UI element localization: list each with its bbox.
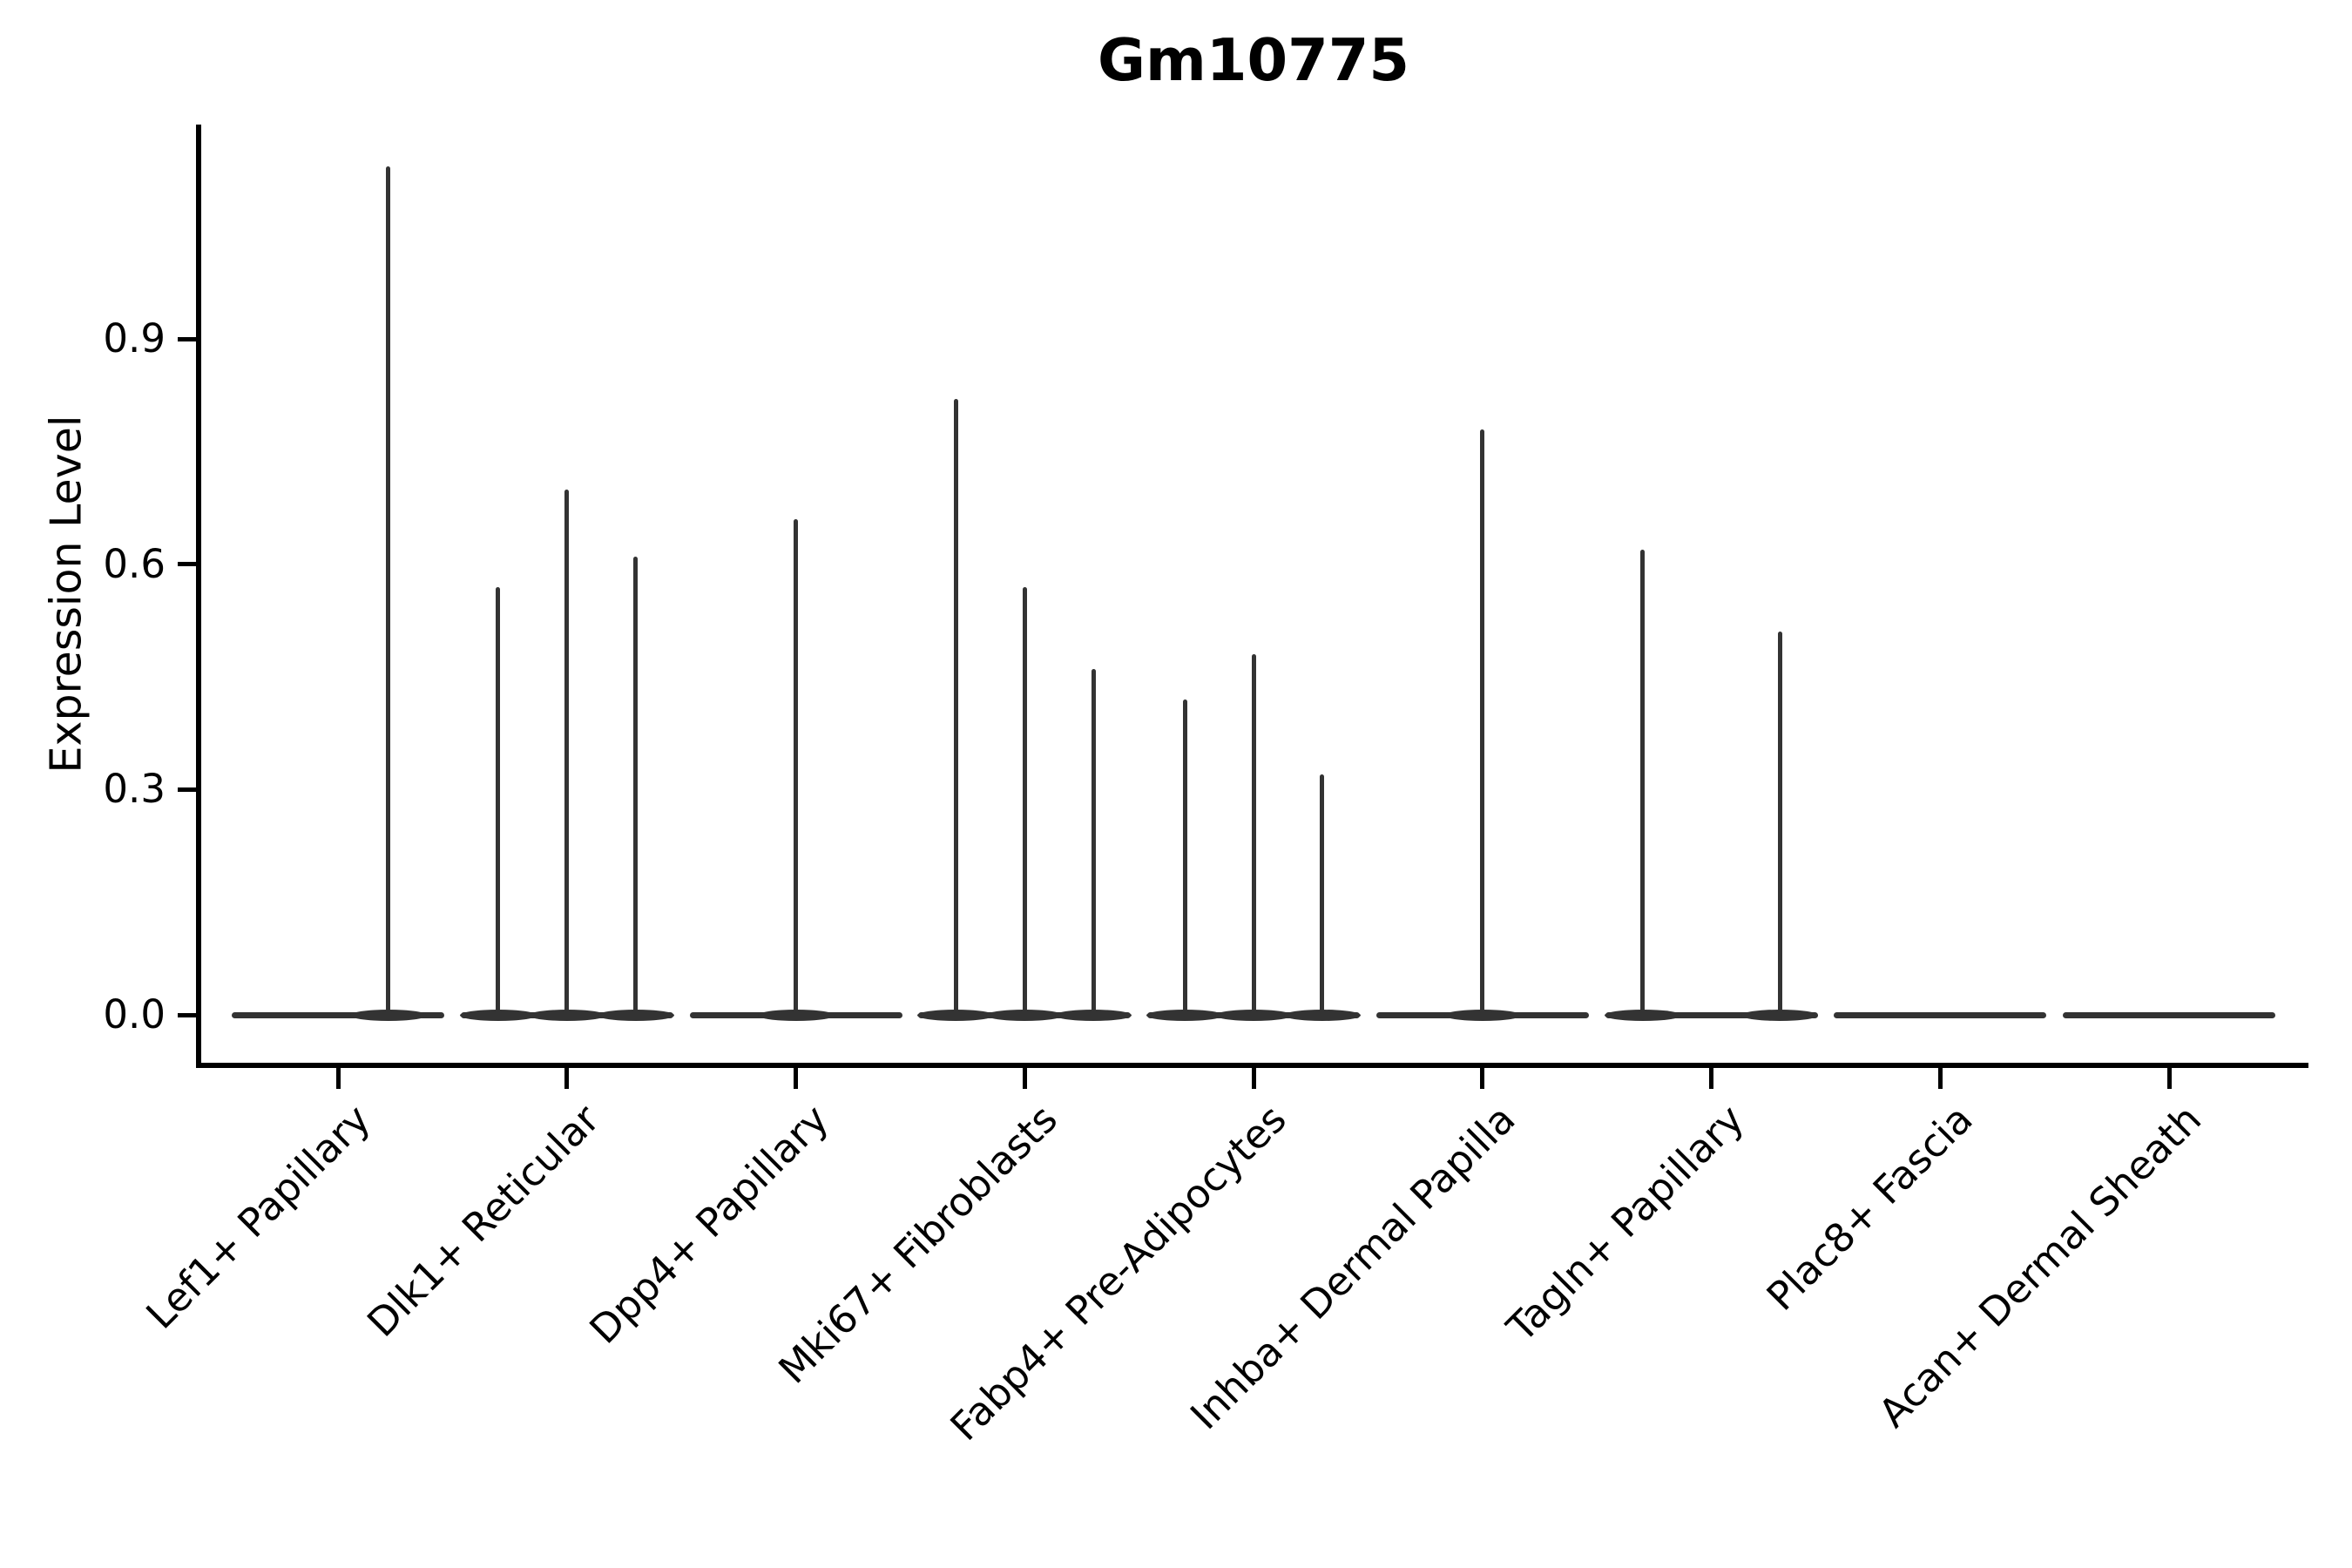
violin-spike — [496, 586, 501, 1017]
violin-spike — [1091, 669, 1096, 1017]
y-tick-mark — [178, 1012, 199, 1017]
x-tick-mark — [335, 1068, 341, 1089]
x-tick-label: Lef1+ Papillary — [137, 1096, 380, 1338]
y-axis-label: Expression Level — [41, 415, 91, 774]
violin-spike — [633, 557, 639, 1017]
x-tick-label: Tagln+ Papillary — [1497, 1096, 1753, 1351]
y-tick-label: 0.9 — [103, 315, 166, 362]
x-tick-mark — [794, 1068, 798, 1089]
violin-spike — [1777, 632, 1782, 1017]
violin-spike — [564, 489, 570, 1017]
violin-spike — [1182, 699, 1187, 1017]
y-tick-label: 0.6 — [103, 540, 166, 587]
x-tick-label: Dpp4+ Papillary — [580, 1096, 837, 1353]
left-axis-spine — [196, 125, 201, 1068]
violin-base — [232, 1011, 444, 1018]
x-tick-mark — [564, 1068, 570, 1089]
violin-spike — [1251, 654, 1256, 1017]
violin-spike — [1480, 429, 1485, 1017]
violin-base — [2063, 1011, 2275, 1018]
x-tick-label: Plac8+ Fascia — [1757, 1096, 1982, 1320]
violin-base — [1834, 1011, 2047, 1018]
violin-spike — [1640, 549, 1646, 1017]
violin-spike — [794, 519, 798, 1017]
violin-spike — [953, 399, 958, 1017]
x-tick-mark — [1480, 1068, 1485, 1089]
violin-spike — [386, 166, 391, 1017]
x-tick-mark — [1251, 1068, 1256, 1089]
y-tick-mark — [178, 336, 199, 341]
y-tick-mark — [178, 562, 199, 567]
x-tick-label: Dlk1+ Reticular — [358, 1096, 609, 1346]
x-tick-mark — [1937, 1068, 1943, 1089]
chart-title: Gm10775 — [1098, 26, 1409, 94]
x-tick-mark — [1709, 1068, 1713, 1089]
y-tick-mark — [178, 787, 199, 792]
y-tick-label: 0.3 — [103, 766, 166, 813]
y-tick-label: 0.0 — [103, 991, 166, 1037]
x-tick-mark — [1022, 1068, 1027, 1089]
violin-spike — [1320, 774, 1325, 1017]
violin-base — [1605, 1011, 1818, 1018]
bottom-axis-spine — [196, 1063, 2308, 1068]
violin-spike — [1022, 586, 1027, 1017]
x-tick-mark — [2166, 1068, 2172, 1089]
